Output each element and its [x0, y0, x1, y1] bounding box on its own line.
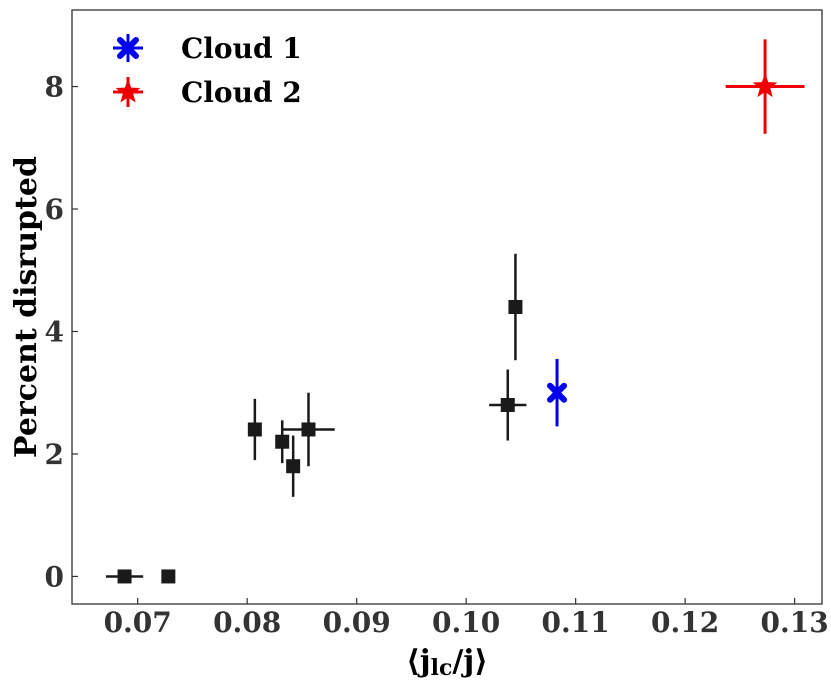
square-marker — [301, 422, 316, 437]
x-marker-stroke — [547, 382, 568, 403]
legend-cloud-2-label: Cloud 2 — [181, 76, 302, 109]
square-marker — [275, 434, 290, 449]
data-point — [725, 39, 805, 134]
x-axis-label: ⟨jlc/j⟩ — [406, 644, 488, 681]
data-point — [508, 253, 523, 361]
data-point — [286, 435, 301, 497]
y-tick-label: 6 — [45, 193, 64, 226]
x-tick-label: 0.09 — [323, 606, 391, 639]
data-point — [282, 392, 335, 467]
x-tick-label: 0.11 — [542, 606, 610, 639]
x-tick-label: 0.13 — [761, 606, 829, 639]
y-tick-label: 2 — [45, 438, 64, 471]
y-tick-label: 4 — [45, 315, 64, 348]
square-marker — [500, 397, 515, 412]
data-point — [547, 359, 568, 427]
data-point — [489, 369, 527, 441]
data-point — [161, 569, 176, 584]
data-points — [105, 39, 805, 584]
legend-cloud-2-marker — [113, 77, 143, 107]
square-marker — [508, 300, 523, 314]
data-point — [275, 420, 290, 464]
y-tick-label: 0 — [45, 560, 64, 593]
square-marker — [117, 569, 132, 584]
x-tick-label: 0.10 — [432, 606, 500, 639]
x-axis-ticks: 0.07 0.08 0.09 0.10 0.11 0.12 0.13 — [104, 598, 829, 639]
star-marker — [752, 73, 778, 98]
x-tick-label: 0.12 — [651, 606, 719, 639]
legend: Cloud 1 Cloud 2 — [113, 32, 302, 109]
data-point — [105, 569, 144, 584]
y-tick-label: 8 — [45, 71, 64, 104]
square-marker — [161, 569, 176, 584]
y-axis-label: Percent disrupted — [9, 156, 44, 458]
x-tick-label: 0.07 — [104, 606, 172, 639]
y-axis-ticks: 0 2 4 6 8 — [45, 71, 78, 593]
x-tick-label: 0.08 — [213, 606, 281, 639]
legend-cloud-1-marker — [113, 34, 143, 62]
plot-frame — [71, 9, 823, 605]
legend-cloud-1-label: Cloud 1 — [181, 32, 302, 65]
data-point — [247, 398, 262, 461]
square-marker — [247, 422, 262, 437]
square-marker — [286, 459, 301, 474]
